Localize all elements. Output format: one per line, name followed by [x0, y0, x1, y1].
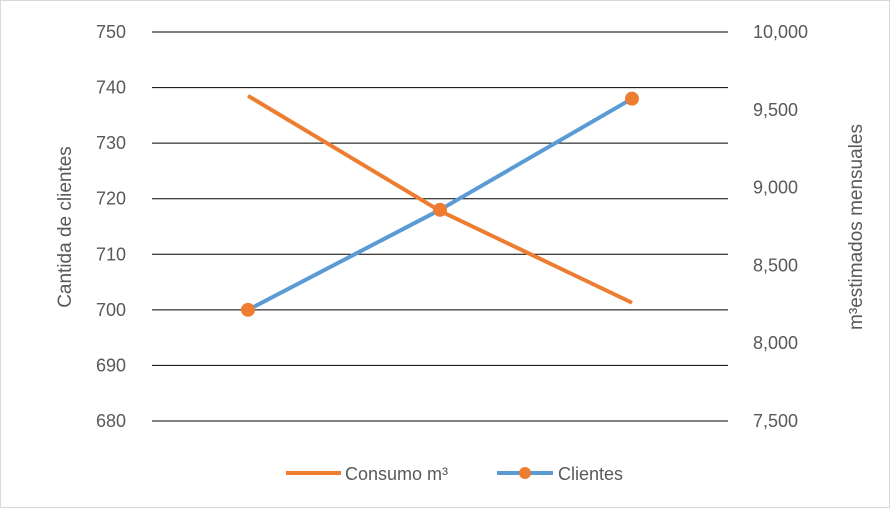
left-tick-label: 750	[96, 22, 126, 42]
left-tick-label: 690	[96, 355, 126, 375]
data-point-clientes	[241, 302, 255, 317]
legend-label-consumo: Consumo m³	[345, 464, 448, 484]
right-tick-label: 9,500	[753, 100, 798, 120]
right-axis-title: m³estimados mensuales	[846, 124, 867, 330]
left-axis-ticks: 680 690 700 710 720 730 740 750	[96, 22, 126, 431]
left-tick-label: 700	[96, 300, 126, 320]
data-point-clientes	[625, 91, 639, 106]
right-tick-label: 8,500	[753, 255, 798, 275]
series-layer	[241, 91, 639, 317]
right-tick-label: 8,000	[753, 333, 798, 353]
legend-marker-clientes	[519, 467, 531, 479]
right-tick-label: 7,500	[753, 411, 798, 431]
left-tick-label: 730	[96, 133, 126, 153]
legend-label-clientes: Clientes	[558, 464, 623, 484]
right-tick-label: 9,000	[753, 178, 798, 198]
left-axis-title: Cantida de clientes	[55, 146, 76, 308]
legend-item-clientes: Clientes	[497, 464, 623, 484]
right-axis-ticks: 7,500 8,000 8,500 9,000 9,500 10,000	[753, 22, 808, 431]
left-tick-label: 740	[96, 78, 126, 98]
left-tick-label: 710	[96, 244, 126, 264]
series-line-consumo	[246, 94, 633, 305]
legend-item-consumo: Consumo m³	[286, 464, 448, 484]
left-tick-label: 720	[96, 189, 126, 209]
left-tick-label: 680	[96, 411, 126, 431]
data-point-clientes	[433, 202, 447, 217]
legend: Consumo m³ Clientes	[286, 464, 623, 484]
gridlines	[152, 31, 728, 422]
right-tick-label: 10,000	[753, 22, 808, 42]
